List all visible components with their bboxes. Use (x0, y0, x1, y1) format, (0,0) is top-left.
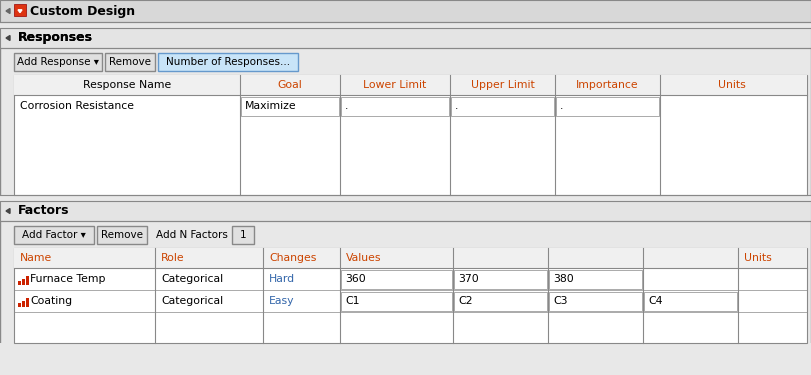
Text: Responses: Responses (18, 32, 93, 45)
Bar (341, 292, 452, 311)
Text: Categorical: Categorical (161, 296, 223, 306)
Bar (556, 97, 659, 116)
Bar (22, 279, 25, 285)
Bar (18, 303, 21, 307)
Text: 1: 1 (240, 230, 247, 240)
Text: Units: Units (744, 253, 772, 263)
Bar (0, 22, 811, 28)
Bar (549, 292, 642, 311)
Text: Changes: Changes (269, 253, 316, 263)
Bar (241, 97, 339, 116)
Text: Add Factor ▾: Add Factor ▾ (22, 230, 86, 240)
Text: Remove: Remove (101, 230, 143, 240)
Text: C3: C3 (553, 296, 568, 306)
Bar (26, 298, 29, 307)
Bar (341, 270, 452, 289)
Polygon shape (6, 36, 10, 40)
Text: Custom Design: Custom Design (30, 4, 135, 18)
Text: Number of Responses...: Number of Responses... (166, 57, 290, 67)
Text: Add N Factors: Add N Factors (156, 230, 228, 240)
Text: 380: 380 (553, 274, 573, 284)
Text: Importance: Importance (576, 80, 639, 90)
Text: Factors: Factors (18, 204, 70, 218)
Text: Name: Name (20, 253, 52, 263)
Bar (232, 226, 254, 244)
Text: Add Response ▾: Add Response ▾ (17, 57, 99, 67)
Text: C2: C2 (458, 296, 473, 306)
Text: .: . (560, 101, 564, 111)
Text: Responses: Responses (18, 32, 93, 45)
Text: Corrosion Resistance: Corrosion Resistance (20, 101, 134, 111)
Bar (14, 53, 102, 71)
Text: Role: Role (161, 253, 185, 263)
Bar (105, 53, 155, 71)
Text: Units: Units (718, 80, 746, 90)
Bar (549, 270, 642, 289)
Bar (14, 248, 807, 343)
Bar (454, 292, 547, 311)
Polygon shape (6, 209, 10, 213)
Polygon shape (6, 9, 10, 14)
Bar (0, 201, 811, 221)
Bar (18, 281, 21, 285)
Text: Furnace Temp: Furnace Temp (30, 274, 105, 284)
Bar (158, 53, 298, 71)
Text: Hard: Hard (269, 274, 295, 284)
Bar (341, 97, 449, 116)
Bar (0, 195, 811, 201)
Bar (14, 248, 807, 268)
Text: C4: C4 (648, 296, 663, 306)
Polygon shape (18, 10, 22, 13)
Text: Maximize: Maximize (245, 101, 297, 111)
Text: 360: 360 (345, 274, 366, 284)
Text: 370: 370 (458, 274, 478, 284)
Bar (14, 4, 26, 16)
Text: Goal: Goal (277, 80, 303, 90)
Bar (454, 270, 547, 289)
Text: Categorical: Categorical (161, 274, 223, 284)
Bar (14, 226, 94, 244)
Bar (451, 97, 554, 116)
Bar (97, 226, 147, 244)
Bar (14, 75, 807, 95)
Text: C1: C1 (345, 296, 359, 306)
Text: Coating: Coating (30, 296, 72, 306)
Bar (0, 0, 811, 22)
Text: Easy: Easy (269, 296, 294, 306)
Bar (0, 343, 811, 375)
Text: .: . (345, 101, 349, 111)
Text: Remove: Remove (109, 57, 151, 67)
Bar (644, 292, 737, 311)
Bar (22, 301, 25, 307)
Bar (26, 276, 29, 285)
Text: Response Name: Response Name (83, 80, 171, 90)
Text: .: . (455, 101, 458, 111)
Bar (0, 343, 811, 375)
Text: Lower Limit: Lower Limit (363, 80, 427, 90)
Bar (14, 75, 807, 195)
Text: Values: Values (346, 253, 381, 263)
Text: Upper Limit: Upper Limit (470, 80, 534, 90)
Bar (0, 28, 811, 48)
